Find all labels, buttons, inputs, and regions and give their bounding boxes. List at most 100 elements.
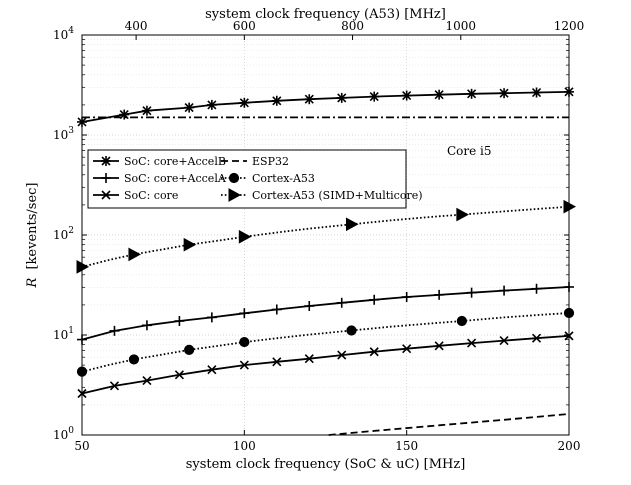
- top-x-axis-title: system clock frequency (A53) [MHz]: [205, 7, 446, 22]
- series-line-soc-core: [81, 335, 570, 395]
- y-tick-exponent: 4: [68, 26, 74, 36]
- data-point-soc-core: [207, 365, 217, 375]
- y-tick-base: 10: [53, 328, 68, 342]
- legend-label: ESP32: [252, 155, 289, 168]
- legend-item-soc-core: SoC: core: [93, 189, 178, 202]
- x2-tick-label: 1000: [446, 19, 477, 33]
- data-point-cortex-a53-simd-multicore: [183, 237, 197, 252]
- data-point-soc-core-accela: [531, 283, 542, 294]
- data-point-soc-core-accela: [109, 325, 120, 336]
- data-point-soc-core-accela: [239, 308, 250, 319]
- x-tick-label: 150: [395, 439, 418, 453]
- data-point-cortex-a53: [76, 366, 88, 377]
- data-point-cortex-a53: [563, 307, 575, 319]
- data-point-soc-core-accelb: [336, 92, 347, 103]
- legend-swatch-marker: [228, 188, 242, 202]
- legend-label: SoC: core: [124, 189, 178, 202]
- data-point-soc-core: [239, 360, 249, 370]
- data-point-cortex-a53-simd-multicore: [128, 247, 141, 262]
- y-tick-base: 10: [53, 228, 68, 242]
- legend-label: SoC: core+AccelB: [124, 155, 226, 168]
- x2-tick-label: 800: [341, 19, 364, 33]
- y-tick-label: 102: [53, 226, 74, 242]
- x2-tick-label: 1200: [554, 19, 585, 33]
- x-tick-label: 100: [233, 439, 256, 453]
- data-point-soc-core: [174, 370, 184, 380]
- legend-swatch-marker: [228, 172, 240, 184]
- bottom-x-axis-title: system clock frequency (SoC & uC) [MHz]: [186, 457, 466, 472]
- data-point-soc-core: [369, 347, 379, 357]
- legend-item-soc-core-accela: SoC: core+AccelA: [93, 172, 227, 185]
- legend-item-cortex-a53: Cortex-A53: [221, 172, 315, 185]
- y-tick-base: 10: [53, 428, 68, 442]
- y-tick-exponent: 1: [68, 326, 74, 336]
- legend: SoC: core+AccelB ESP32 SoC: core+AccelA Cor…: [87, 149, 423, 209]
- data-point-soc-core-accela: [401, 291, 412, 302]
- data-point-soc-core-accela: [369, 294, 380, 305]
- data-point-soc-core-accelb: [434, 89, 445, 100]
- data-point-soc-core-accelb: [499, 88, 510, 99]
- series-line-esp32: [328, 413, 570, 436]
- data-point-soc-core-accelb: [369, 91, 380, 102]
- data-point-soc-core-accela: [434, 289, 445, 300]
- data-point-cortex-a53-simd-multicore: [76, 260, 90, 274]
- data-point-soc-core: [499, 335, 509, 346]
- x-tick-label: 50: [74, 439, 89, 453]
- data-point-cortex-a53: [184, 344, 195, 355]
- y-tick-label: 104: [53, 26, 74, 42]
- y-tick-exponent: 0: [68, 426, 74, 436]
- data-point-soc-core-accela: [77, 334, 87, 345]
- data-point-cortex-a53: [128, 354, 140, 365]
- legend-swatch-marker: [101, 190, 111, 200]
- data-point-soc-core-accela: [499, 285, 510, 296]
- data-point-soc-core: [109, 381, 120, 391]
- core-i5-annotation: Core i5: [447, 144, 492, 158]
- y-tick-label: 100: [53, 426, 74, 442]
- legend-swatch-marker: [101, 156, 111, 166]
- grid: [81, 35, 570, 436]
- y-tick-base: 10: [53, 28, 68, 42]
- data-point-soc-core-accelb: [77, 116, 87, 127]
- data-point-soc-core-accelb: [271, 95, 282, 106]
- data-point-soc-core: [77, 388, 87, 399]
- y-tick-exponent: 3: [68, 126, 74, 136]
- x2-tick-label: 400: [125, 19, 148, 33]
- data-point-soc-core-accelb: [466, 88, 477, 99]
- data-point-soc-core: [304, 354, 314, 364]
- legend-label: Cortex-A53: [252, 172, 315, 185]
- data-point-soc-core: [337, 350, 347, 360]
- data-point-soc-core: [531, 333, 542, 343]
- data-point-soc-core-accelb: [304, 94, 315, 105]
- y-tick-exponent: 2: [68, 226, 74, 236]
- data-point-cortex-a53: [456, 315, 467, 327]
- data-point-soc-core-accelb: [564, 86, 574, 97]
- data-point-soc-core-accela: [336, 297, 347, 308]
- data-point-cortex-a53-simd-multicore: [563, 199, 577, 214]
- data-point-soc-core: [564, 331, 574, 341]
- data-point-soc-core-accela: [206, 312, 217, 323]
- data-point-soc-core: [467, 338, 477, 348]
- legend-box: [87, 149, 407, 209]
- y-axis-units: [kevents/sec]: [25, 183, 40, 270]
- y-tick-base: 10: [53, 128, 68, 142]
- data-point-soc-core: [272, 357, 282, 367]
- legend-item-soc-core-accelb: SoC: core+AccelB: [93, 155, 226, 168]
- data-point-soc-core-accelb: [184, 102, 195, 113]
- x2-tick-label: 600: [233, 19, 256, 33]
- data-point-soc-core-accela: [141, 320, 152, 331]
- y-tick-label: 101: [53, 326, 74, 342]
- series-line-soc-core-accelb: [81, 91, 570, 123]
- y-axis-symbol: R: [25, 277, 40, 288]
- data-point-cortex-a53-simd-multicore: [345, 217, 359, 232]
- data-point-cortex-a53: [239, 336, 250, 348]
- data-point-soc-core: [434, 341, 444, 351]
- x-tick-label: 200: [558, 439, 581, 453]
- legend-swatch-marker: [101, 173, 111, 183]
- legend-item-cortex-a53-simd-multicore: Cortex-A53 (SIMD+Multicore): [221, 188, 423, 202]
- legend-label: SoC: core+AccelA: [124, 172, 227, 185]
- data-point-soc-core-accelb: [401, 90, 412, 101]
- y-axis-title: R [kevents/sec]: [25, 183, 40, 289]
- data-point-soc-core-accela: [174, 316, 185, 327]
